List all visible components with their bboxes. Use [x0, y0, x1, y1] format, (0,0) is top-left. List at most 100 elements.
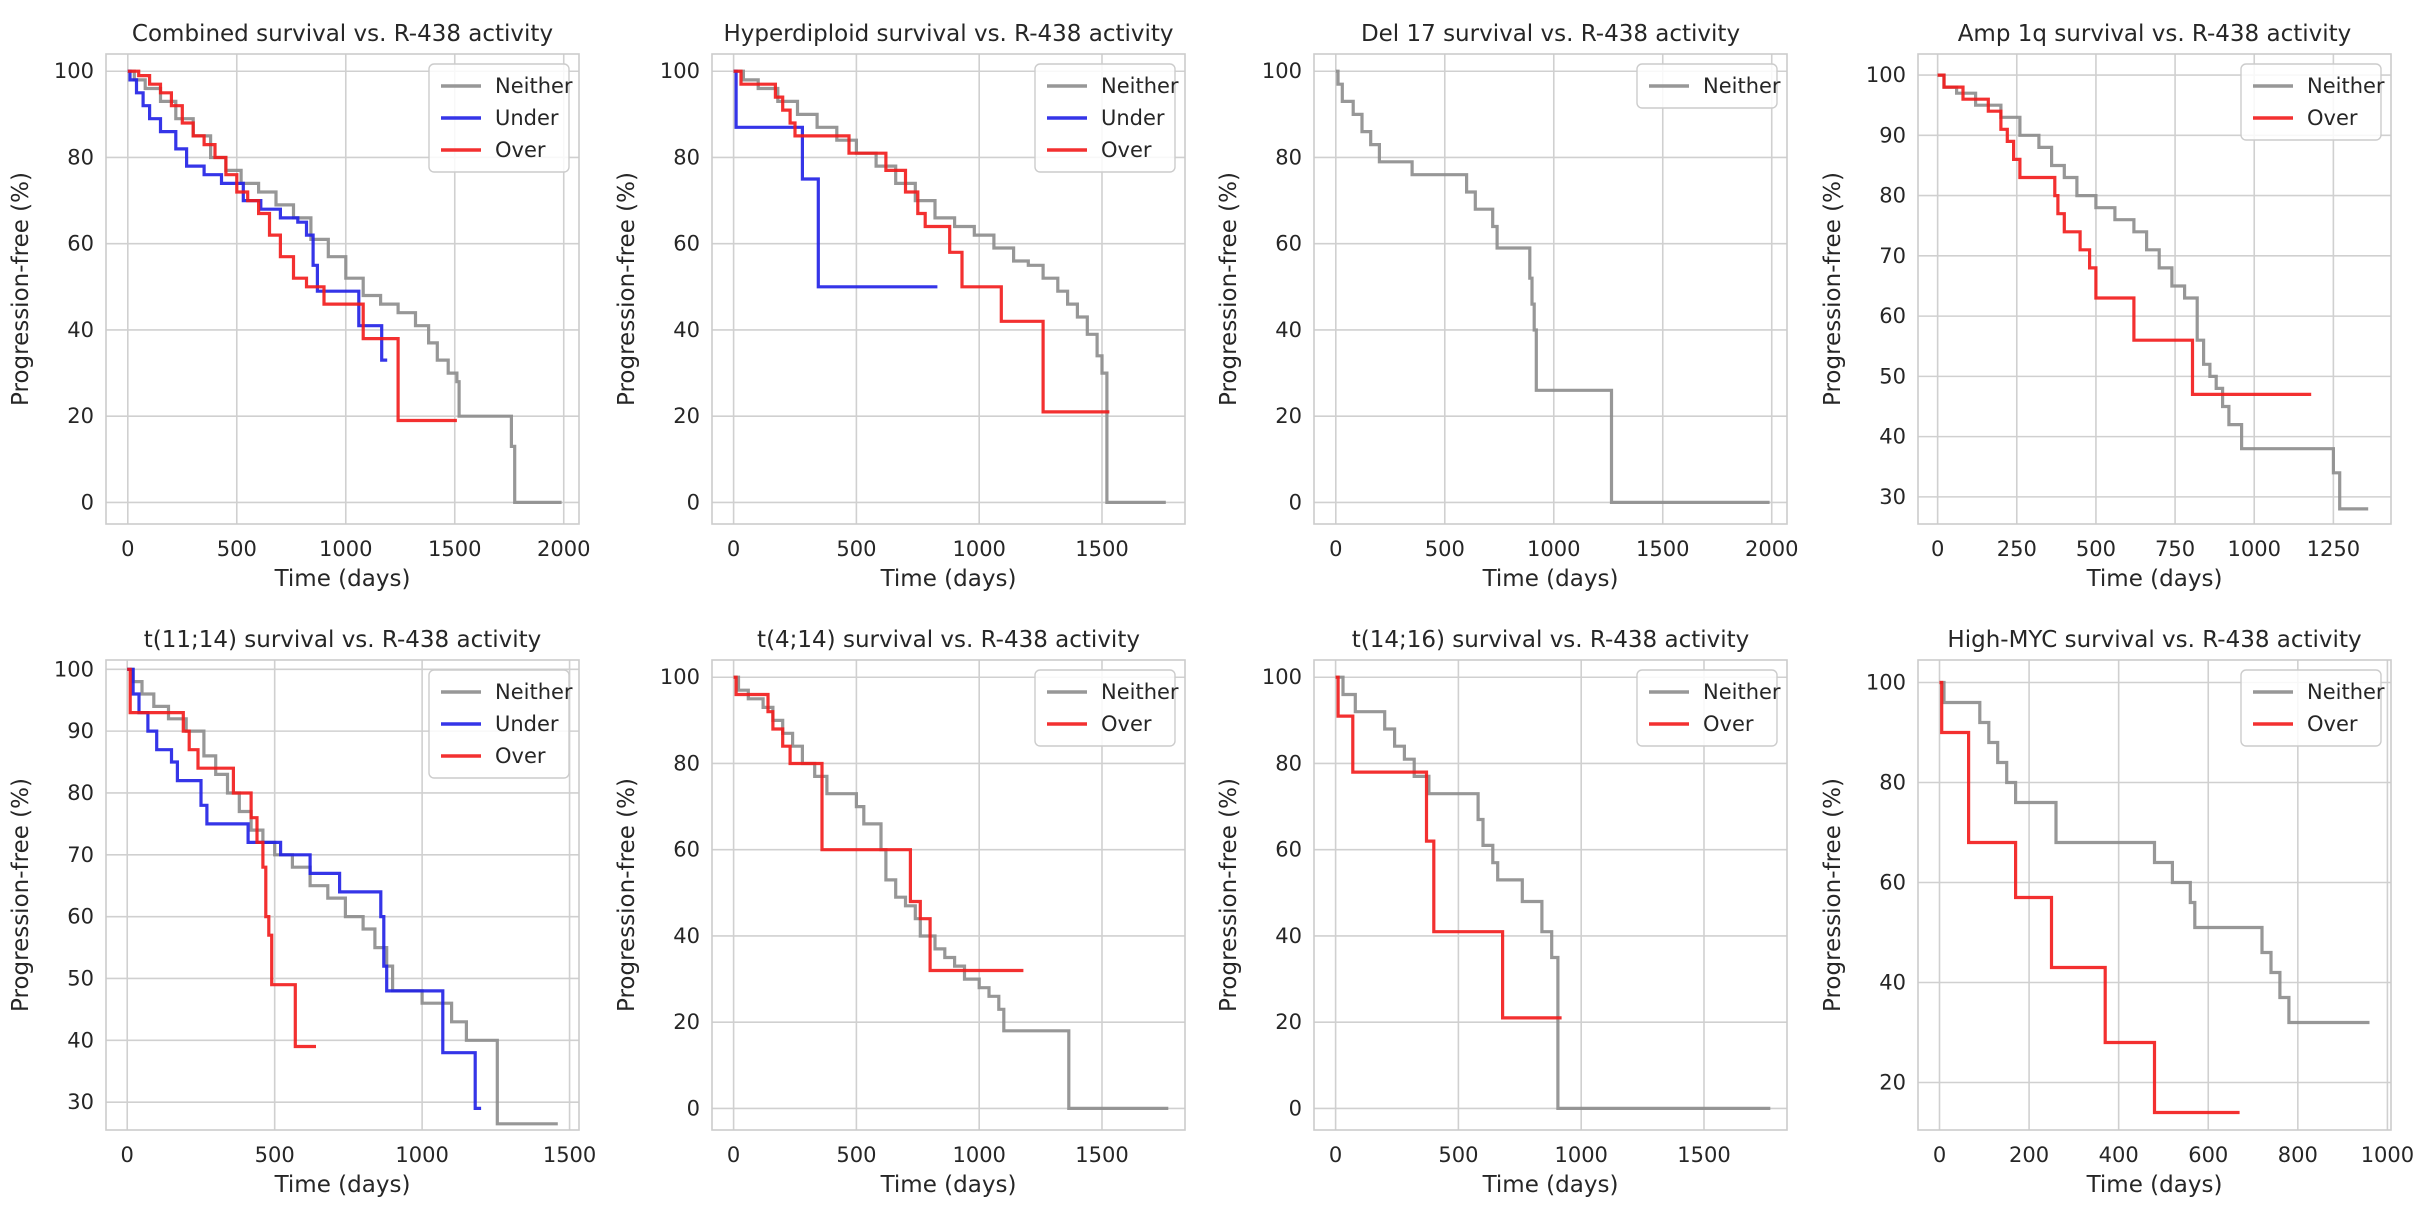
legend-label: Under: [495, 712, 559, 736]
y-tick-label: 70: [67, 843, 94, 867]
x-axis-label: Time (days): [274, 1172, 411, 1198]
y-tick-label: 60: [1275, 232, 1302, 256]
legend: Neither: [1636, 63, 1781, 109]
x-tick-label: 1000: [2228, 537, 2281, 561]
x-tick-label: 1500: [1075, 1143, 1128, 1167]
x-tick-label: 1000: [319, 537, 372, 561]
x-tick-label: 500: [836, 537, 876, 561]
x-axis-label: Time (days): [880, 566, 1017, 592]
y-tick-label: 100: [1262, 59, 1302, 83]
chart-title: t(14;16) survival vs. R-438 activity: [1352, 627, 1750, 653]
legend-box: [1034, 669, 1176, 747]
legend-label: Over: [1101, 138, 1152, 162]
legend-label: Over: [2307, 106, 2358, 130]
y-tick-label: 80: [67, 145, 94, 169]
x-tick-label: 750: [2155, 537, 2195, 561]
legend-box: [1636, 63, 1778, 109]
series-line-neither: [733, 69, 1166, 504]
y-tick-label: 100: [1866, 671, 1906, 695]
y-tick-label: 70: [1879, 244, 1906, 268]
plot-frame: [105, 659, 580, 1131]
y-tick-label: 0: [687, 490, 700, 514]
y-tick-label: 80: [1879, 771, 1906, 795]
plot-frame: [1917, 53, 2392, 525]
y-axis-label: Progression-free (%): [8, 172, 34, 406]
x-tick-label: 400: [2099, 1143, 2139, 1167]
legend-box: [2240, 669, 2382, 747]
series-line-neither: [1335, 675, 1771, 1110]
x-axis-label: Time (days): [274, 566, 411, 592]
y-tick-label: 80: [1879, 184, 1906, 208]
plot-frame: [711, 53, 1186, 525]
y-tick-label: 40: [67, 318, 94, 342]
y-axis-label: Progression-free (%): [1216, 172, 1242, 406]
chart-title: Del 17 survival vs. R-438 activity: [1361, 21, 1740, 47]
y-tick-label: 60: [1879, 871, 1906, 895]
series-line-neither: [733, 675, 1169, 1110]
x-tick-label: 1000: [1554, 1143, 1607, 1167]
y-tick-label: 20: [673, 1010, 700, 1034]
y-tick-label: 50: [67, 966, 94, 990]
y-tick-label: 100: [54, 59, 94, 83]
x-tick-label: 600: [2188, 1143, 2228, 1167]
legend-box: [1636, 669, 1778, 747]
y-tick-label: 80: [673, 145, 700, 169]
y-tick-label: 20: [673, 404, 700, 428]
y-tick-label: 40: [673, 924, 700, 948]
x-axis-label: Time (days): [1482, 1172, 1619, 1198]
y-tick-label: 60: [673, 232, 700, 256]
y-tick-label: 60: [67, 232, 94, 256]
series-line-over: [1937, 73, 2312, 396]
y-tick-label: 50: [1879, 364, 1906, 388]
chart-panel: 0 500 1000 1500 0 20 40 60 80 100 t(4;14) survival…: [614, 627, 1186, 1198]
legend-label: Over: [1703, 712, 1754, 736]
y-tick-label: 30: [67, 1090, 94, 1114]
x-tick-label: 1000: [395, 1143, 448, 1167]
chart-panel: 0 500 1000 1500 2000 0 20 40 60 80 100 Del 17 survi…: [1216, 21, 1798, 592]
plot-frame: [1313, 53, 1788, 525]
legend-label: Over: [1101, 712, 1152, 736]
y-tick-label: 100: [660, 665, 700, 689]
y-tick-label: 80: [67, 781, 94, 805]
y-tick-label: 0: [1289, 1096, 1302, 1120]
y-tick-label: 100: [54, 657, 94, 681]
x-tick-label: 1500: [1075, 537, 1128, 561]
x-tick-label: 1250: [2307, 537, 2360, 561]
y-tick-label: 100: [1262, 665, 1302, 689]
chart-panel: 0 500 1000 1500 0 20 40 60 80 100 t(14;16) surviva…: [1216, 627, 1788, 1198]
chart-panel: 0 200 400 600 800 1000 20 40 60 80 100 High-MYC sur…: [1820, 627, 2414, 1198]
chart-title: High-MYC survival vs. R-438 activity: [1947, 627, 2361, 653]
x-tick-label: 0: [1329, 1143, 1342, 1167]
y-axis-label: Progression-free (%): [614, 778, 640, 1012]
x-tick-label: 0: [727, 1143, 740, 1167]
x-axis-label: Time (days): [2086, 1172, 2223, 1198]
y-tick-label: 20: [1275, 404, 1302, 428]
x-tick-label: 2000: [1745, 537, 1798, 561]
y-tick-label: 20: [1879, 1071, 1906, 1095]
plot-frame: [711, 659, 1186, 1131]
y-tick-label: 60: [1879, 304, 1906, 328]
y-tick-label: 30: [1879, 485, 1906, 509]
y-tick-label: 0: [81, 490, 94, 514]
legend-label: Over: [2307, 712, 2358, 736]
plot-frame: [1313, 659, 1788, 1131]
legend-box: [1034, 63, 1176, 173]
legend: Neither Under Over: [428, 669, 573, 779]
legend: Neither Over: [2240, 669, 2385, 747]
x-tick-label: 500: [836, 1143, 876, 1167]
x-tick-label: 250: [1997, 537, 2037, 561]
series-line-under: [733, 69, 938, 289]
x-tick-label: 500: [255, 1143, 295, 1167]
legend-box: [428, 63, 570, 173]
series-line-neither: [1335, 69, 1770, 504]
legend-label: Neither: [1101, 74, 1179, 98]
chart-title: Combined survival vs. R-438 activity: [132, 21, 553, 47]
legend-label: Neither: [2307, 680, 2385, 704]
y-tick-label: 80: [673, 751, 700, 775]
y-axis-label: Progression-free (%): [1820, 172, 1846, 406]
y-tick-label: 0: [687, 1096, 700, 1120]
y-tick-label: 20: [67, 404, 94, 428]
y-tick-label: 20: [1275, 1010, 1302, 1034]
